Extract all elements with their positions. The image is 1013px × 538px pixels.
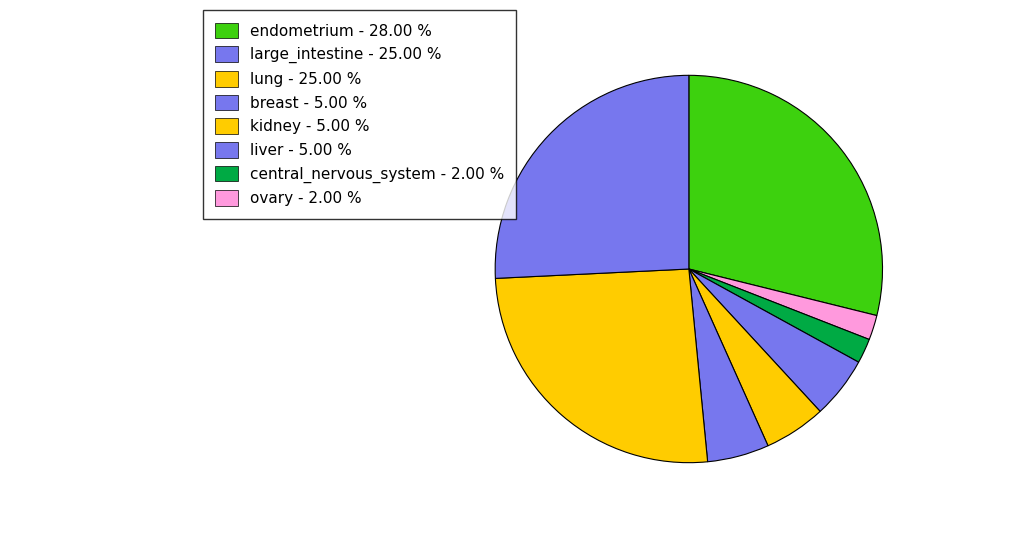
Wedge shape <box>689 269 768 462</box>
Wedge shape <box>689 75 882 316</box>
Wedge shape <box>495 269 708 463</box>
Legend: endometrium - 28.00 %, large_intestine - 25.00 %, lung - 25.00 %, breast - 5.00 : endometrium - 28.00 %, large_intestine -… <box>203 10 517 218</box>
Wedge shape <box>495 75 689 278</box>
Wedge shape <box>689 269 859 412</box>
Wedge shape <box>689 269 869 362</box>
Wedge shape <box>689 269 821 446</box>
Wedge shape <box>689 269 877 339</box>
